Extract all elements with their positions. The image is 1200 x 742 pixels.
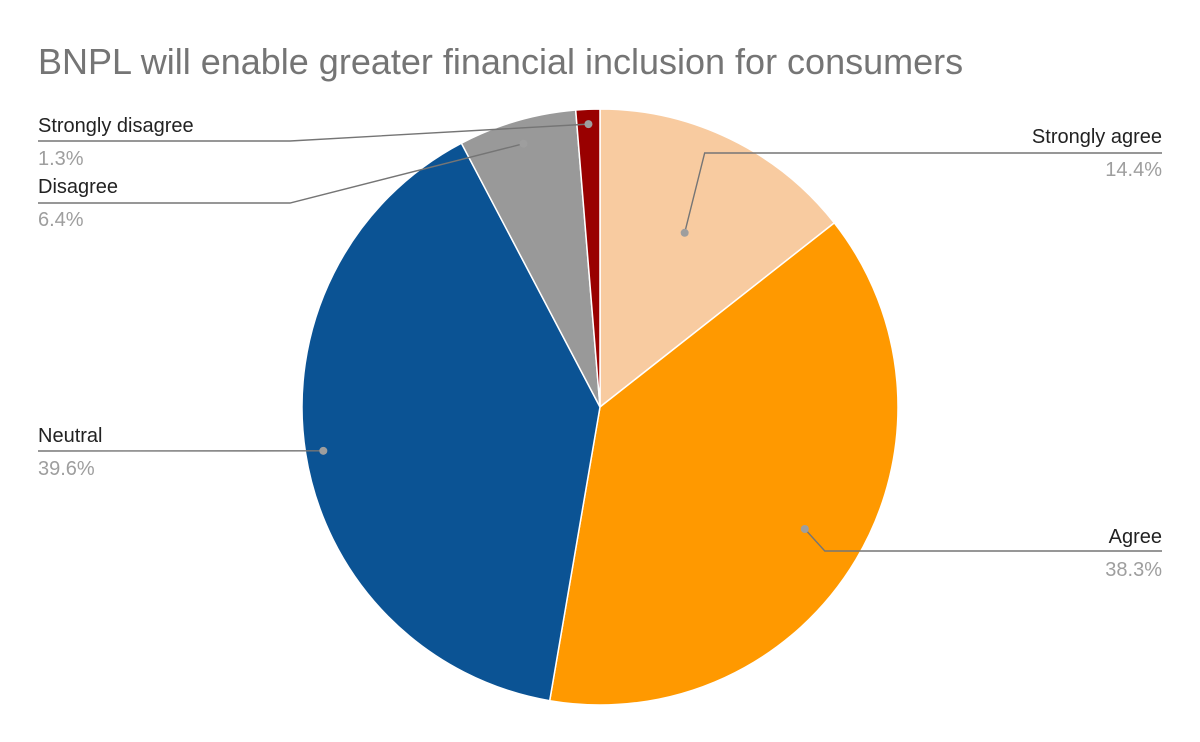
leader-line (38, 123, 589, 142)
leader-dot (319, 446, 328, 455)
pie-slice-agree (548, 221, 899, 706)
slice-value-label: 39.6% (38, 458, 95, 480)
slice-label: Strongly agree (1032, 126, 1162, 148)
leader-line (38, 143, 524, 204)
slice-value-label: 6.4% (38, 209, 84, 231)
pie-slices (301, 108, 899, 706)
leader-line (683, 152, 1162, 233)
slice-label: Strongly disagree (38, 115, 194, 137)
leader-dot (800, 524, 809, 533)
leader-dot (519, 139, 528, 148)
chart-title: BNPL will enable greater financial inclu… (38, 41, 963, 82)
pie-slice-strongly-agree (599, 108, 836, 409)
pie-slice-disagree (460, 109, 601, 408)
slice-value-label: 1.3% (38, 148, 84, 170)
leader-dot (584, 120, 593, 129)
slice-label: Agree (1109, 526, 1162, 548)
slice-label: Neutral (38, 425, 102, 447)
slice-value-label: 14.4% (1105, 159, 1162, 181)
pie-labels: Strongly agree 14.4% Agree 38.3% Neutral 39.6… (37, 115, 1162, 581)
pie-slice-neutral (301, 142, 601, 702)
leader-line (804, 528, 1162, 552)
leader-dot (680, 228, 689, 237)
slice-value-label: 38.3% (1105, 559, 1162, 581)
slice-label: Disagree (38, 176, 118, 198)
pie-slice-strongly-disagree (574, 108, 601, 408)
